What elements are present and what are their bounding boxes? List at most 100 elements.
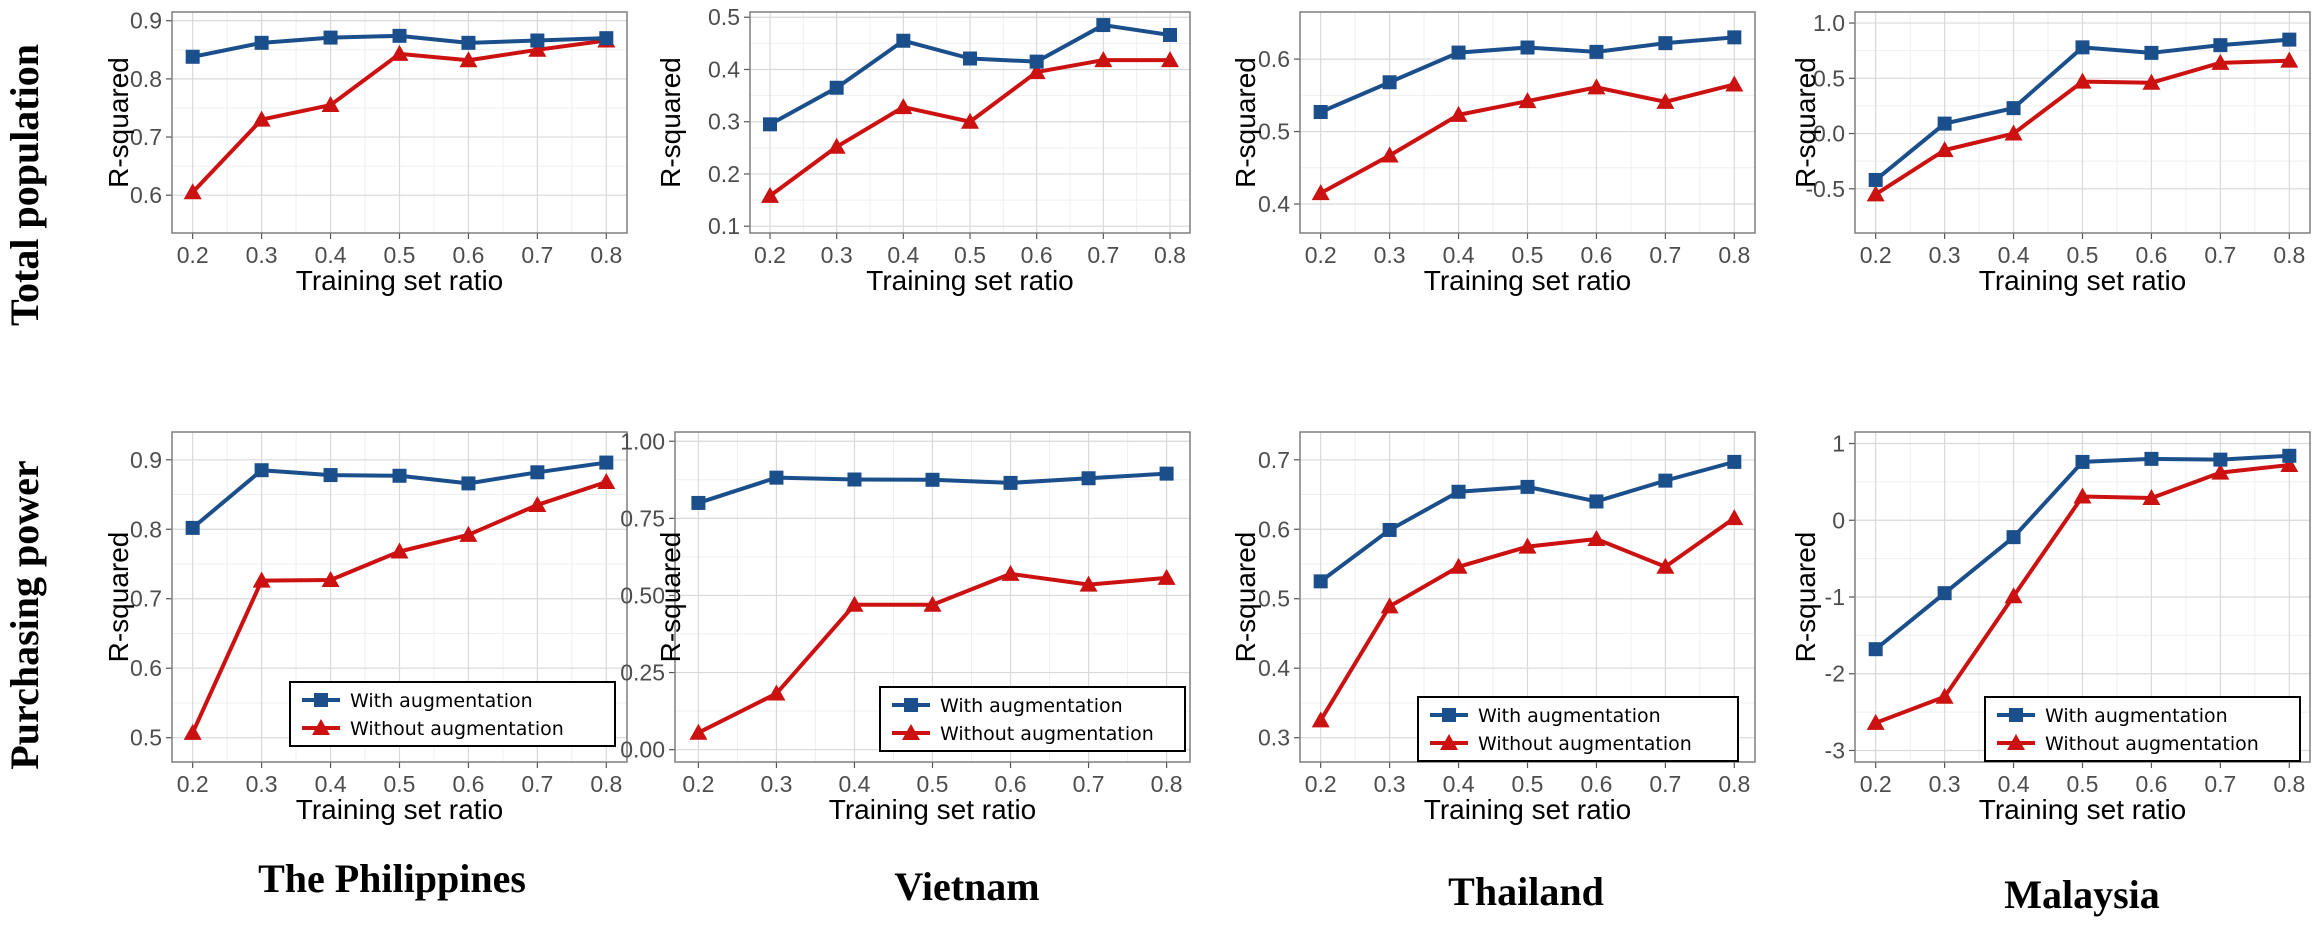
- data-point-without: [1587, 529, 1606, 546]
- data-point-without: [1027, 63, 1046, 80]
- data-point-without: [321, 96, 340, 113]
- y-tick-label: 0.5: [1813, 65, 1845, 91]
- data-point-without: [767, 684, 786, 701]
- data-point-with: [925, 472, 940, 487]
- y-tick-label: 0.4: [708, 56, 740, 82]
- legend: With augmentation Without augmentation: [1417, 696, 1739, 762]
- data-point-with: [1868, 642, 1883, 657]
- x-tick-label: 0.2: [1860, 771, 1892, 797]
- row-label-total-population: Total population: [2, 44, 47, 326]
- y-tick-label: 0.50: [620, 582, 665, 608]
- x-tick-label: 0.8: [1154, 242, 1186, 268]
- y-tick-label: 0.7: [130, 124, 162, 150]
- plot-frame: [1299, 11, 1756, 234]
- data-point-with: [829, 80, 844, 95]
- x-axis-title: Training set ratio: [1979, 794, 2187, 825]
- data-point-without: [845, 595, 864, 612]
- x-tick-label: 0.2: [1305, 771, 1337, 797]
- legend-box: [289, 681, 616, 747]
- data-point-without: [1518, 92, 1537, 109]
- data-point-without: [1001, 564, 1020, 581]
- data-point-without: [1866, 185, 1885, 202]
- legend-swatch-marker: [904, 698, 918, 712]
- legend-swatch-marker: [312, 719, 330, 735]
- x-tick-label: 0.3: [760, 771, 792, 797]
- y-axis-title: R-squared: [103, 532, 134, 663]
- data-point-with: [599, 31, 614, 46]
- data-point-with: [461, 476, 476, 491]
- data-point-with: [1451, 45, 1466, 60]
- x-tick-label: 0.6: [2135, 242, 2167, 268]
- data-point-with: [1313, 104, 1328, 119]
- data-point-with: [2075, 40, 2090, 55]
- x-tick-label: 0.6: [452, 242, 484, 268]
- x-tick-label: 0.7: [1649, 771, 1681, 797]
- x-tick-label: 0.4: [1443, 242, 1475, 268]
- data-point-with: [2282, 448, 2297, 463]
- legend-swatch-marker: [1440, 734, 1458, 750]
- data-point-without: [1656, 92, 1675, 109]
- chart-panel-1: 0.2 0.3 0.4 0.5 0.6 0.7 0.8 0.6 0.7 0.8 0.9 Trainin…: [103, 8, 628, 296]
- x-tick-label: 0.2: [682, 771, 714, 797]
- y-tick-label: 1.00: [620, 428, 665, 454]
- legend-swatch-marker: [1442, 708, 1456, 722]
- data-point-without: [1157, 568, 1176, 585]
- x-axis-title: Training set ratio: [1979, 265, 2187, 296]
- data-point-without: [2073, 487, 2092, 504]
- x-tick-label: 0.6: [1580, 242, 1612, 268]
- y-tick-label: 0.4: [1258, 191, 1290, 217]
- data-point-with: [1451, 484, 1466, 499]
- data-point-without: [2004, 124, 2023, 141]
- x-tick-label: 0.4: [315, 771, 347, 797]
- y-tick-label: 0.2: [708, 161, 740, 187]
- y-tick-label: 0.8: [130, 516, 162, 542]
- chart-panel-8: 0.2 0.3 0.4 0.5 0.6 0.7 0.8 -3 -2 -1 0 1 Training se…: [1790, 431, 2311, 825]
- x-tick-label: 0.5: [954, 242, 986, 268]
- x-tick-label: 0.7: [2204, 771, 2236, 797]
- x-tick-label: 0.5: [384, 242, 416, 268]
- x-tick-label: 0.8: [2273, 242, 2305, 268]
- x-tick-label: 0.3: [246, 242, 278, 268]
- data-point-with: [1159, 466, 1174, 481]
- plot-frame: [1854, 11, 2311, 234]
- data-point-without: [1866, 713, 1885, 730]
- data-point-with: [323, 468, 338, 483]
- x-tick-label: 0.4: [315, 242, 347, 268]
- data-point-without: [1311, 711, 1330, 728]
- data-point-without: [597, 473, 616, 490]
- y-tick-label: 0.5: [1258, 119, 1290, 145]
- data-point-with: [1163, 27, 1177, 42]
- data-point-without: [2211, 463, 2230, 480]
- data-point-with: [1003, 475, 1018, 490]
- data-point-with: [392, 28, 407, 43]
- x-tick-label: 0.4: [838, 771, 870, 797]
- data-point-without: [252, 571, 271, 588]
- data-point-with: [185, 520, 200, 535]
- x-axis-title: Training set ratio: [296, 265, 504, 296]
- data-point-with: [847, 472, 862, 487]
- x-tick-label: 0.3: [1374, 771, 1406, 797]
- plot-frame: [171, 431, 628, 763]
- x-tick-label: 0.3: [1374, 242, 1406, 268]
- x-tick-label: 0.8: [590, 771, 622, 797]
- data-point-without: [2073, 72, 2092, 89]
- x-tick-label: 0.5: [2067, 242, 2099, 268]
- data-point-without: [1449, 557, 1468, 574]
- x-tick-label: 0.7: [521, 771, 553, 797]
- data-point-with: [896, 33, 911, 48]
- x-tick-label: 0.4: [1443, 771, 1475, 797]
- data-point-without: [252, 110, 271, 127]
- data-point-without: [761, 186, 779, 203]
- y-tick-label: 0.6: [1258, 516, 1290, 542]
- legend-box: [1984, 696, 2301, 762]
- x-axis-title: Training set ratio: [296, 794, 504, 825]
- data-point-with: [763, 117, 777, 132]
- x-axis-title: Training set ratio: [829, 794, 1037, 825]
- data-point-with: [1937, 586, 1952, 601]
- data-point-without: [528, 40, 547, 57]
- x-tick-label: 0.4: [1998, 242, 2030, 268]
- data-point-without: [1380, 597, 1399, 614]
- x-tick-label: 0.7: [1087, 242, 1119, 268]
- plot-frame: [674, 431, 1191, 763]
- chart-panel-6: 0.2 0.3 0.4 0.5 0.6 0.7 0.8 0.00 0.25 0.50 0.75 1.0…: [620, 428, 1191, 825]
